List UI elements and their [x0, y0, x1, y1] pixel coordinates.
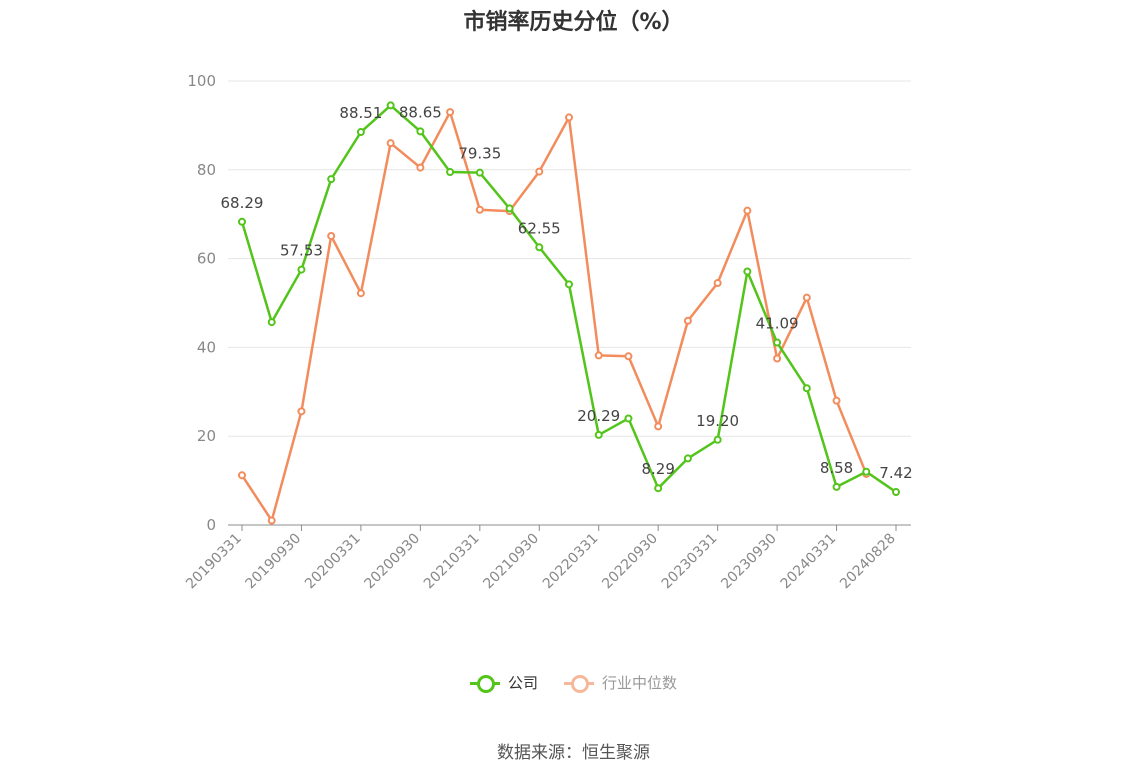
data-label: 41.09: [756, 315, 799, 333]
data-source-note: 数据来源：恒生聚源: [497, 743, 650, 763]
data-point: [654, 484, 663, 493]
x-tick-label: 20230930: [718, 531, 780, 593]
chart-title: 市销率历史分位（%）: [463, 10, 684, 35]
data-label: 8.29: [641, 460, 674, 478]
y-tick-label: 80: [197, 161, 216, 179]
data-point: [267, 516, 276, 525]
data-point: [743, 206, 752, 215]
x-tick-label: 20200930: [361, 531, 423, 593]
legend-label-company: 公司: [507, 674, 538, 692]
x-tick-label: 20230331: [659, 531, 721, 593]
x-tick-label: 20210331: [421, 531, 483, 593]
data-label: 19.20: [696, 412, 739, 430]
data-point: [267, 318, 276, 327]
legend-item-industry[interactable]: 行业中位数: [564, 672, 677, 693]
data-point: [654, 422, 663, 431]
x-tick-label: 20240331: [778, 531, 840, 593]
data-point: [683, 316, 692, 325]
data-point: [802, 384, 811, 393]
data-point: [565, 113, 573, 122]
data-point: [386, 101, 395, 110]
legend-item-company[interactable]: 公司: [469, 672, 538, 693]
y-tick-label: 60: [197, 250, 216, 268]
series-line: [240, 110, 868, 522]
data-label: 79.35: [458, 145, 501, 163]
x-tick-label: 20190930: [243, 531, 305, 593]
legend-swatch-industry: [564, 674, 594, 693]
data-point: [238, 217, 246, 226]
data-point: [416, 127, 425, 136]
data-point: [773, 338, 782, 347]
y-tick-label: 100: [187, 72, 216, 90]
data-point: [713, 279, 722, 288]
x-tick-label: 20200331: [302, 531, 364, 593]
data-point: [356, 289, 365, 298]
data-point: [535, 167, 544, 176]
x-tick-label: 20190331: [183, 531, 245, 593]
x-tick-label: 20240828: [837, 531, 899, 593]
legend-swatch-company: [469, 674, 500, 693]
series-industry: [238, 108, 871, 525]
data-point: [832, 482, 841, 491]
y-tick-label: 0: [206, 516, 216, 534]
data-label: 88.65: [399, 103, 442, 121]
data-point: [713, 435, 722, 444]
data-label: 57.53: [280, 242, 323, 260]
data-point: [535, 243, 544, 252]
data-point: [683, 454, 692, 463]
data-point: [594, 430, 603, 439]
data-point: [892, 488, 900, 497]
data-label: 62.55: [518, 219, 561, 237]
data-point: [446, 108, 455, 117]
data-label: 88.51: [339, 104, 382, 122]
data-label: 7.42: [879, 464, 912, 482]
data-label: 68.29: [221, 194, 264, 212]
data-point: [624, 414, 633, 423]
data-point: [297, 407, 306, 416]
data-point: [624, 352, 633, 361]
data-point: [416, 163, 425, 172]
series-line: [240, 104, 897, 494]
data-point: [773, 354, 782, 363]
data-point: [327, 175, 336, 184]
x-tick-label: 20220930: [599, 531, 661, 593]
data-point: [297, 265, 306, 274]
data-point: [238, 471, 246, 480]
data-point: [475, 168, 484, 177]
data-point: [446, 168, 455, 177]
data-point: [386, 139, 395, 148]
series-company: [238, 101, 900, 497]
data-point: [356, 128, 365, 137]
y-tick-label: 40: [197, 338, 216, 356]
data-point: [743, 267, 752, 276]
data-point: [832, 396, 841, 405]
data-point: [327, 231, 336, 240]
data-point: [475, 205, 484, 214]
data-point: [505, 204, 514, 213]
data-point: [565, 280, 573, 289]
data-label: 20.29: [577, 407, 620, 425]
x-tick-label: 20220331: [540, 531, 602, 593]
data-point: [594, 351, 603, 360]
chart-legend: 公司 行业中位数: [0, 672, 1147, 693]
legend-label-industry: 行业中位数: [602, 674, 678, 692]
data-point: [802, 293, 811, 302]
x-tick-label: 20210930: [480, 531, 542, 593]
data-point: [862, 467, 871, 476]
data-label: 8.58: [820, 459, 853, 477]
y-tick-label: 20: [197, 427, 216, 445]
